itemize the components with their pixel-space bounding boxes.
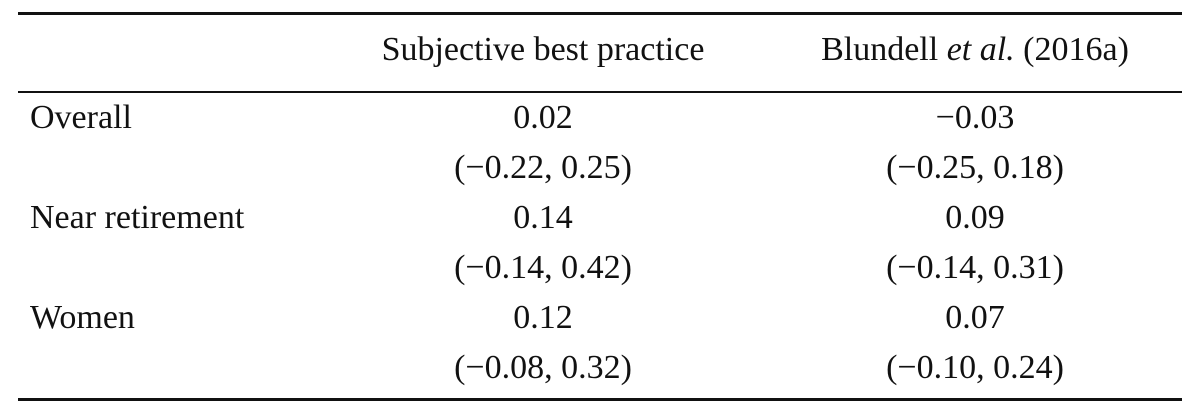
interval: (−0.14, 0.42) [454,249,632,286]
mid-rule [18,91,1182,93]
interval: (−0.08, 0.32) [454,349,632,386]
estimate: 0.02 [513,99,573,136]
column-header: Subjective best practice [381,31,705,68]
row-label: Women [30,299,135,336]
column-header: Blundell et al. (2016a) [770,30,1180,70]
estimate: 0.12 [513,299,573,336]
header-text: (2016a) [1023,31,1129,68]
row-label: Near retirement [30,199,245,236]
interval: (−0.22, 0.25) [454,149,632,186]
top-rule [18,12,1182,15]
header-text: et al. [946,31,1015,68]
header-text: Blundell [821,31,939,68]
estimate: 0.09 [945,199,1005,236]
interval: (−0.10, 0.24) [886,349,1064,386]
interval: (−0.14, 0.31) [886,249,1064,286]
row-label: Overall [30,99,132,136]
estimate: −0.03 [935,99,1015,136]
estimate: 0.07 [945,299,1005,336]
estimate: 0.14 [513,199,573,236]
interval: (−0.25, 0.18) [886,149,1064,186]
bottom-rule [18,398,1182,401]
